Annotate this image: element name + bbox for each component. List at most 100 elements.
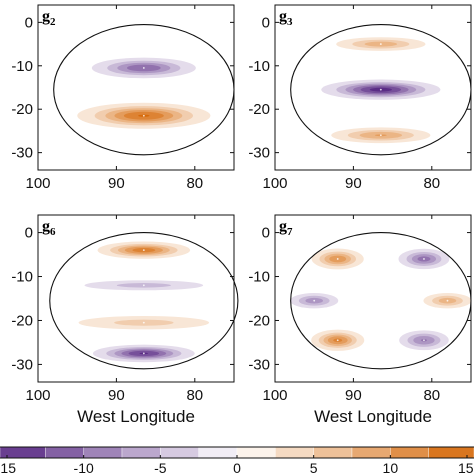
contour-lobe [91, 57, 196, 79]
panel-label-letter: g [279, 218, 287, 235]
y-tick-label: 0 [262, 225, 270, 242]
y-tick-label: 0 [25, 14, 33, 31]
y-tick-label: 0 [25, 225, 33, 242]
y-tick-label: -20 [11, 312, 33, 329]
colorbar-tick-label: -5 [154, 460, 167, 474]
contour-lobe [321, 79, 441, 100]
colorbar-segment [45, 446, 84, 459]
lobe-center-marker [142, 321, 145, 324]
y-tick-label: -20 [248, 312, 270, 329]
contour-lobe [97, 241, 191, 259]
x-tick-label: 100 [262, 387, 287, 404]
contour-lobe [311, 248, 364, 270]
lobe-center-marker [379, 134, 382, 137]
y-tick-label: -10 [248, 58, 270, 75]
x-tick-label: 80 [423, 175, 440, 192]
y-tick-label: -10 [248, 269, 270, 286]
lobe-center-marker [142, 284, 145, 287]
lobe-center-marker [446, 299, 449, 302]
panel-label-subscript: 3 [287, 16, 293, 28]
colorbar-tick-label: 5 [310, 460, 318, 474]
contour-field [290, 248, 471, 351]
panel-label: g2 [42, 8, 56, 28]
panel-label-letter: g [279, 8, 287, 25]
panel-label: g3 [279, 8, 293, 28]
colorbar-tick-label: -10 [74, 460, 94, 474]
lobe-center-marker [423, 339, 425, 342]
colorbar-segment [83, 446, 123, 459]
y-tick-label: -30 [248, 145, 270, 162]
contour-lobe [331, 127, 431, 144]
y-tick-label: -30 [11, 145, 33, 162]
y-tick-label: -20 [11, 101, 33, 118]
contour-lobe [77, 102, 211, 129]
colorbar-tick-label: 0 [233, 460, 241, 474]
planet-disk-outline [53, 23, 235, 156]
contour-lobe [423, 293, 471, 309]
axes-frame [37, 4, 235, 171]
colorbar-tick-label: 15 [458, 460, 474, 474]
y-tick-label: -10 [11, 58, 33, 75]
colorbar: -15 -10 -5 0 5 10 15 [0, 446, 474, 474]
panel-label-subscript: 7 [287, 226, 293, 238]
lobe-center-marker [423, 258, 425, 260]
lobe-center-marker [336, 258, 339, 260]
panel-g6: 100 90 80 0 -10 -20 -30 g6 West Longitude [11, 214, 239, 426]
colorbar-segment [236, 446, 276, 459]
y-tick-label: -10 [11, 269, 33, 286]
x-tick-label: 80 [423, 387, 440, 404]
panel-label-letter: g [42, 8, 50, 25]
contour-lobe [399, 330, 449, 351]
x-tick-label: 100 [262, 175, 287, 192]
x-tick-label: 80 [186, 387, 203, 404]
colorbar-segment [198, 446, 238, 459]
panel-label-subscript: 2 [50, 16, 56, 28]
x-tick-label: 90 [108, 175, 125, 192]
y-tick-label: -30 [11, 356, 33, 373]
x-tick-label: 90 [345, 175, 362, 192]
panel-label-letter: g [42, 218, 50, 235]
panel-label: g7 [279, 218, 293, 238]
y-tick-label: -20 [248, 101, 270, 118]
x-axis-label: West Longitude [77, 407, 195, 426]
contour-lobe [311, 329, 365, 351]
contour-field [77, 57, 211, 129]
x-tick-label: 80 [186, 175, 203, 192]
colorbar-segment [313, 446, 353, 459]
contour-field [78, 241, 210, 363]
x-axis-label: West Longitude [314, 407, 432, 426]
contour-lobe [92, 344, 195, 363]
colorbar-segment [160, 446, 199, 459]
contour-lobe [84, 280, 204, 291]
x-tick-label: 90 [108, 387, 125, 404]
colorbar-segment [275, 446, 314, 459]
colorbar-tick-label: -15 [0, 460, 16, 474]
contour-lobe [78, 316, 210, 330]
axes-frame [37, 214, 235, 383]
panel-label: g6 [42, 218, 56, 238]
contour-lobe [290, 292, 339, 309]
colorbar-segment [390, 446, 429, 459]
colorbar-segment [351, 446, 391, 459]
lobe-center-marker [142, 67, 145, 69]
panel-label-subscript: 6 [50, 226, 56, 238]
contour-lobe [336, 37, 426, 51]
axes-frame [274, 214, 472, 383]
lobe-center-marker [142, 352, 145, 355]
lobe-center-marker [142, 114, 145, 117]
axes-frame [274, 4, 472, 171]
lobe-center-marker [379, 43, 382, 45]
panel-g2: 100 90 80 0 -10 -20 -30 g2 [11, 4, 235, 192]
contour-lobe [398, 248, 450, 270]
planet-disk-outline [49, 232, 239, 370]
x-tick-label: 100 [25, 387, 50, 404]
lobe-center-marker [379, 88, 382, 91]
colorbar-tick-label: 10 [383, 460, 399, 474]
x-tick-label: 90 [345, 387, 362, 404]
y-tick-label: -30 [248, 356, 270, 373]
panel-g3: 100 90 80 0 -10 -20 -30 g3 [248, 4, 472, 192]
lobe-center-marker [142, 249, 145, 252]
contour-field [321, 37, 441, 144]
